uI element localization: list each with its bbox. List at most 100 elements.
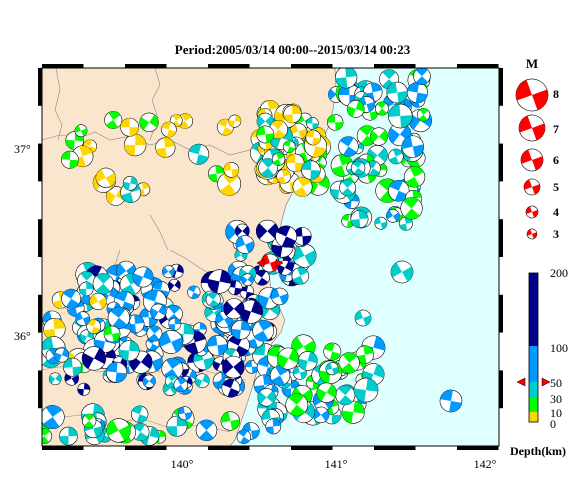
earthquake-symbol	[271, 152, 286, 166]
earthquake-symbol	[132, 266, 154, 288]
earthquake-symbol	[75, 311, 91, 326]
depth-band-deep	[529, 273, 538, 346]
earthquake-symbol	[177, 406, 192, 421]
earthquake-symbol	[375, 101, 389, 116]
earthquake-symbols	[14, 68, 463, 446]
earthquake-symbol	[89, 292, 107, 311]
mainshock-depth-marker-left	[516, 377, 526, 387]
earthquake-symbol	[354, 309, 372, 327]
frame-border-bars	[38, 64, 503, 450]
earthquake-symbol	[306, 117, 319, 130]
earthquake-symbol	[338, 136, 359, 157]
earthquake-symbol	[150, 303, 167, 321]
magnitude-legend-symbol	[518, 114, 546, 142]
magnitude-label-6: 6	[553, 153, 559, 167]
earthquake-symbol	[312, 406, 330, 424]
earthquake-symbol	[292, 243, 317, 268]
earthquake-symbol	[82, 413, 97, 429]
earthquake-symbol	[275, 225, 298, 248]
earthquake-symbol	[374, 216, 388, 230]
earthquake-symbol	[223, 298, 245, 320]
earthquake-symbol	[161, 265, 175, 279]
earthquake-symbol	[118, 340, 140, 362]
earthquake-symbol	[277, 347, 300, 370]
earthquake-symbol	[390, 260, 414, 284]
earthquake-symbol	[168, 317, 182, 331]
earthquake-symbol	[106, 361, 128, 383]
earthquake-symbol	[195, 419, 218, 442]
earthquake-symbol	[92, 273, 114, 295]
earthquake-symbol	[188, 143, 210, 165]
earthquake-symbol	[401, 135, 424, 158]
earthquake-symbol	[14, 406, 35, 427]
earthquake-symbol	[265, 418, 282, 435]
earthquake-symbol	[231, 320, 251, 340]
earthquake-symbol	[292, 176, 313, 197]
map-title: Period:2005/03/14 00:00--2015/03/14 00:2…	[174, 42, 411, 57]
earthquake-symbol	[252, 319, 275, 342]
earthquake-symbol	[223, 162, 240, 178]
earthquake-symbol	[388, 103, 413, 129]
earthquake-symbol	[104, 110, 123, 130]
magnitude-label-3: 3	[553, 227, 559, 241]
earthquake-symbol	[74, 124, 88, 138]
earthquake-symbol	[106, 418, 131, 443]
depth-band-surface	[529, 412, 538, 422]
lon-label-142: 142°	[474, 457, 497, 471]
earthquake-symbol	[416, 108, 431, 122]
earthquake-symbol	[61, 288, 82, 309]
depth-band-mid	[529, 382, 538, 398]
earthquake-symbol	[406, 82, 428, 104]
earthquake-symbol	[221, 378, 241, 398]
earthquake-symbol	[291, 267, 310, 285]
earthquake-symbol	[194, 373, 210, 389]
magnitude-legend-symbol	[515, 78, 549, 112]
earthquake-symbol	[120, 117, 140, 137]
earthquake-symbol	[341, 400, 365, 424]
earthquake-symbol	[207, 335, 228, 356]
earthquake-symbol	[81, 346, 107, 371]
earthquake-symbol	[301, 160, 321, 180]
earthquake-symbol	[305, 129, 322, 146]
magnitude-legend	[515, 78, 549, 240]
earthquake-symbol	[400, 197, 423, 220]
magnitude-legend-symbol	[526, 228, 538, 240]
earthquake-symbol	[285, 393, 309, 417]
earthquake-symbol	[388, 148, 404, 165]
earthquake-symbol	[227, 280, 243, 296]
earthquake-symbol	[285, 153, 305, 173]
lon-label-140: 140°	[171, 457, 194, 471]
lon-label-141: 141°	[325, 457, 348, 471]
earthquake-symbol	[123, 133, 147, 157]
depth-scale	[516, 272, 551, 423]
earthquake-symbol	[234, 223, 250, 239]
earthquake-symbol	[255, 219, 279, 243]
earthquake-symbol	[325, 362, 339, 376]
earthquake-symbol	[353, 377, 379, 403]
earthquake-symbol	[131, 405, 149, 423]
mainshock-marker-left	[256, 258, 265, 268]
earthquake-symbol	[369, 127, 389, 146]
magnitude-label-4: 4	[553, 205, 559, 219]
earthquake-symbol	[222, 355, 245, 379]
earthquake-symbol	[350, 210, 369, 229]
earthquake-symbol	[326, 114, 344, 131]
earthquake-symbol	[388, 180, 410, 202]
earthquake-symbol	[139, 112, 159, 133]
earthquake-symbol	[77, 382, 91, 396]
earthquake-symbol	[346, 100, 365, 118]
magnitude-legend-title: M	[526, 56, 538, 71]
magnitude-legend-symbol	[520, 148, 544, 172]
earthquake-symbol	[282, 140, 296, 154]
earthquake-symbol	[78, 281, 94, 297]
earthquake-symbol	[276, 169, 292, 184]
earthquake-symbol	[142, 374, 156, 388]
earthquake-symbol	[59, 426, 78, 446]
earthquake-symbol	[386, 81, 408, 104]
earthquake-symbol	[258, 158, 278, 178]
earthquake-symbol	[103, 325, 121, 343]
magnitude-label-7: 7	[553, 122, 559, 136]
depth-band-shallow	[529, 398, 538, 412]
earthquake-symbol	[413, 68, 431, 85]
